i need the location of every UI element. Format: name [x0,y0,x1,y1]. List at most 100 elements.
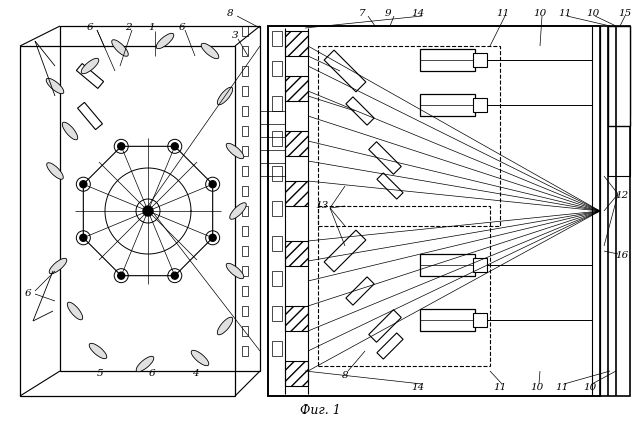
Ellipse shape [218,317,233,335]
Polygon shape [76,63,104,89]
Text: 14: 14 [412,383,424,392]
Text: 11: 11 [556,383,568,392]
Text: 14: 14 [412,9,424,17]
Text: 6: 6 [25,290,31,299]
Bar [608,26,630,126]
Circle shape [118,272,125,279]
Bar [60,26,260,371]
Bar [242,246,248,256]
Text: 3: 3 [232,32,238,40]
Circle shape [209,181,216,188]
Circle shape [172,272,179,279]
Ellipse shape [218,87,233,105]
Bar [272,201,282,216]
Ellipse shape [156,33,174,49]
Ellipse shape [230,203,246,219]
Circle shape [80,181,87,188]
Ellipse shape [226,263,244,279]
Bar [242,266,248,276]
Bar [420,309,475,331]
Text: 13: 13 [316,201,328,210]
Bar [272,341,282,356]
Bar [473,313,487,327]
Text: 12: 12 [616,192,628,201]
Circle shape [209,234,216,241]
Ellipse shape [67,302,83,320]
Bar [242,206,248,216]
Circle shape [143,206,153,216]
Circle shape [118,143,125,150]
Bar [242,146,248,156]
Ellipse shape [112,40,128,56]
Text: 11: 11 [558,9,572,17]
Ellipse shape [62,122,77,140]
Polygon shape [324,230,366,272]
Bar [242,306,248,316]
Bar [242,226,248,236]
Bar [420,49,475,71]
Text: 10: 10 [531,383,543,392]
Bar [285,361,308,386]
Bar [285,306,308,331]
Text: 10: 10 [586,9,600,17]
Polygon shape [77,102,102,130]
Ellipse shape [89,343,107,359]
Text: 5: 5 [97,369,103,378]
Circle shape [80,234,87,241]
Bar [268,26,600,396]
Polygon shape [346,97,374,125]
Text: Фиг. 1: Фиг. 1 [300,405,340,417]
Text: 9: 9 [385,9,391,17]
Text: 6: 6 [179,23,186,32]
Ellipse shape [49,258,67,274]
Bar [242,46,248,56]
Polygon shape [369,310,401,342]
Bar [285,181,308,206]
Text: 8: 8 [227,9,234,17]
Bar [318,206,490,366]
Bar [242,86,248,96]
Bar [473,53,487,67]
Bar [608,26,630,116]
Bar [285,241,308,266]
Text: 6: 6 [148,369,156,378]
Text: 16: 16 [616,251,628,261]
Text: 2: 2 [125,23,131,32]
Bar [242,66,248,76]
Bar [242,26,248,36]
Bar [318,46,500,226]
Bar [473,98,487,112]
Text: 6: 6 [86,23,93,32]
Bar [272,271,282,286]
Bar [285,76,308,101]
Ellipse shape [81,58,99,74]
Text: 7: 7 [358,9,365,17]
Bar [272,306,282,321]
Circle shape [172,143,179,150]
Bar [242,326,248,336]
Bar [272,166,282,181]
Bar [242,126,248,136]
Bar [272,96,282,111]
Ellipse shape [226,143,244,159]
Bar [268,26,630,396]
Polygon shape [369,142,401,174]
Ellipse shape [191,350,209,366]
Text: 10: 10 [533,9,547,17]
Bar [272,236,282,251]
Bar [420,254,475,276]
Ellipse shape [47,163,63,179]
Text: 15: 15 [618,9,632,17]
Bar [285,131,308,156]
Polygon shape [346,277,374,305]
Bar [473,258,487,272]
Bar [242,346,248,356]
Text: 8: 8 [342,371,348,380]
Text: 1: 1 [148,23,156,32]
Polygon shape [377,173,403,199]
Text: 11: 11 [497,9,509,17]
Bar [608,121,630,176]
Bar [420,94,475,116]
Ellipse shape [201,43,219,59]
Polygon shape [324,50,366,92]
